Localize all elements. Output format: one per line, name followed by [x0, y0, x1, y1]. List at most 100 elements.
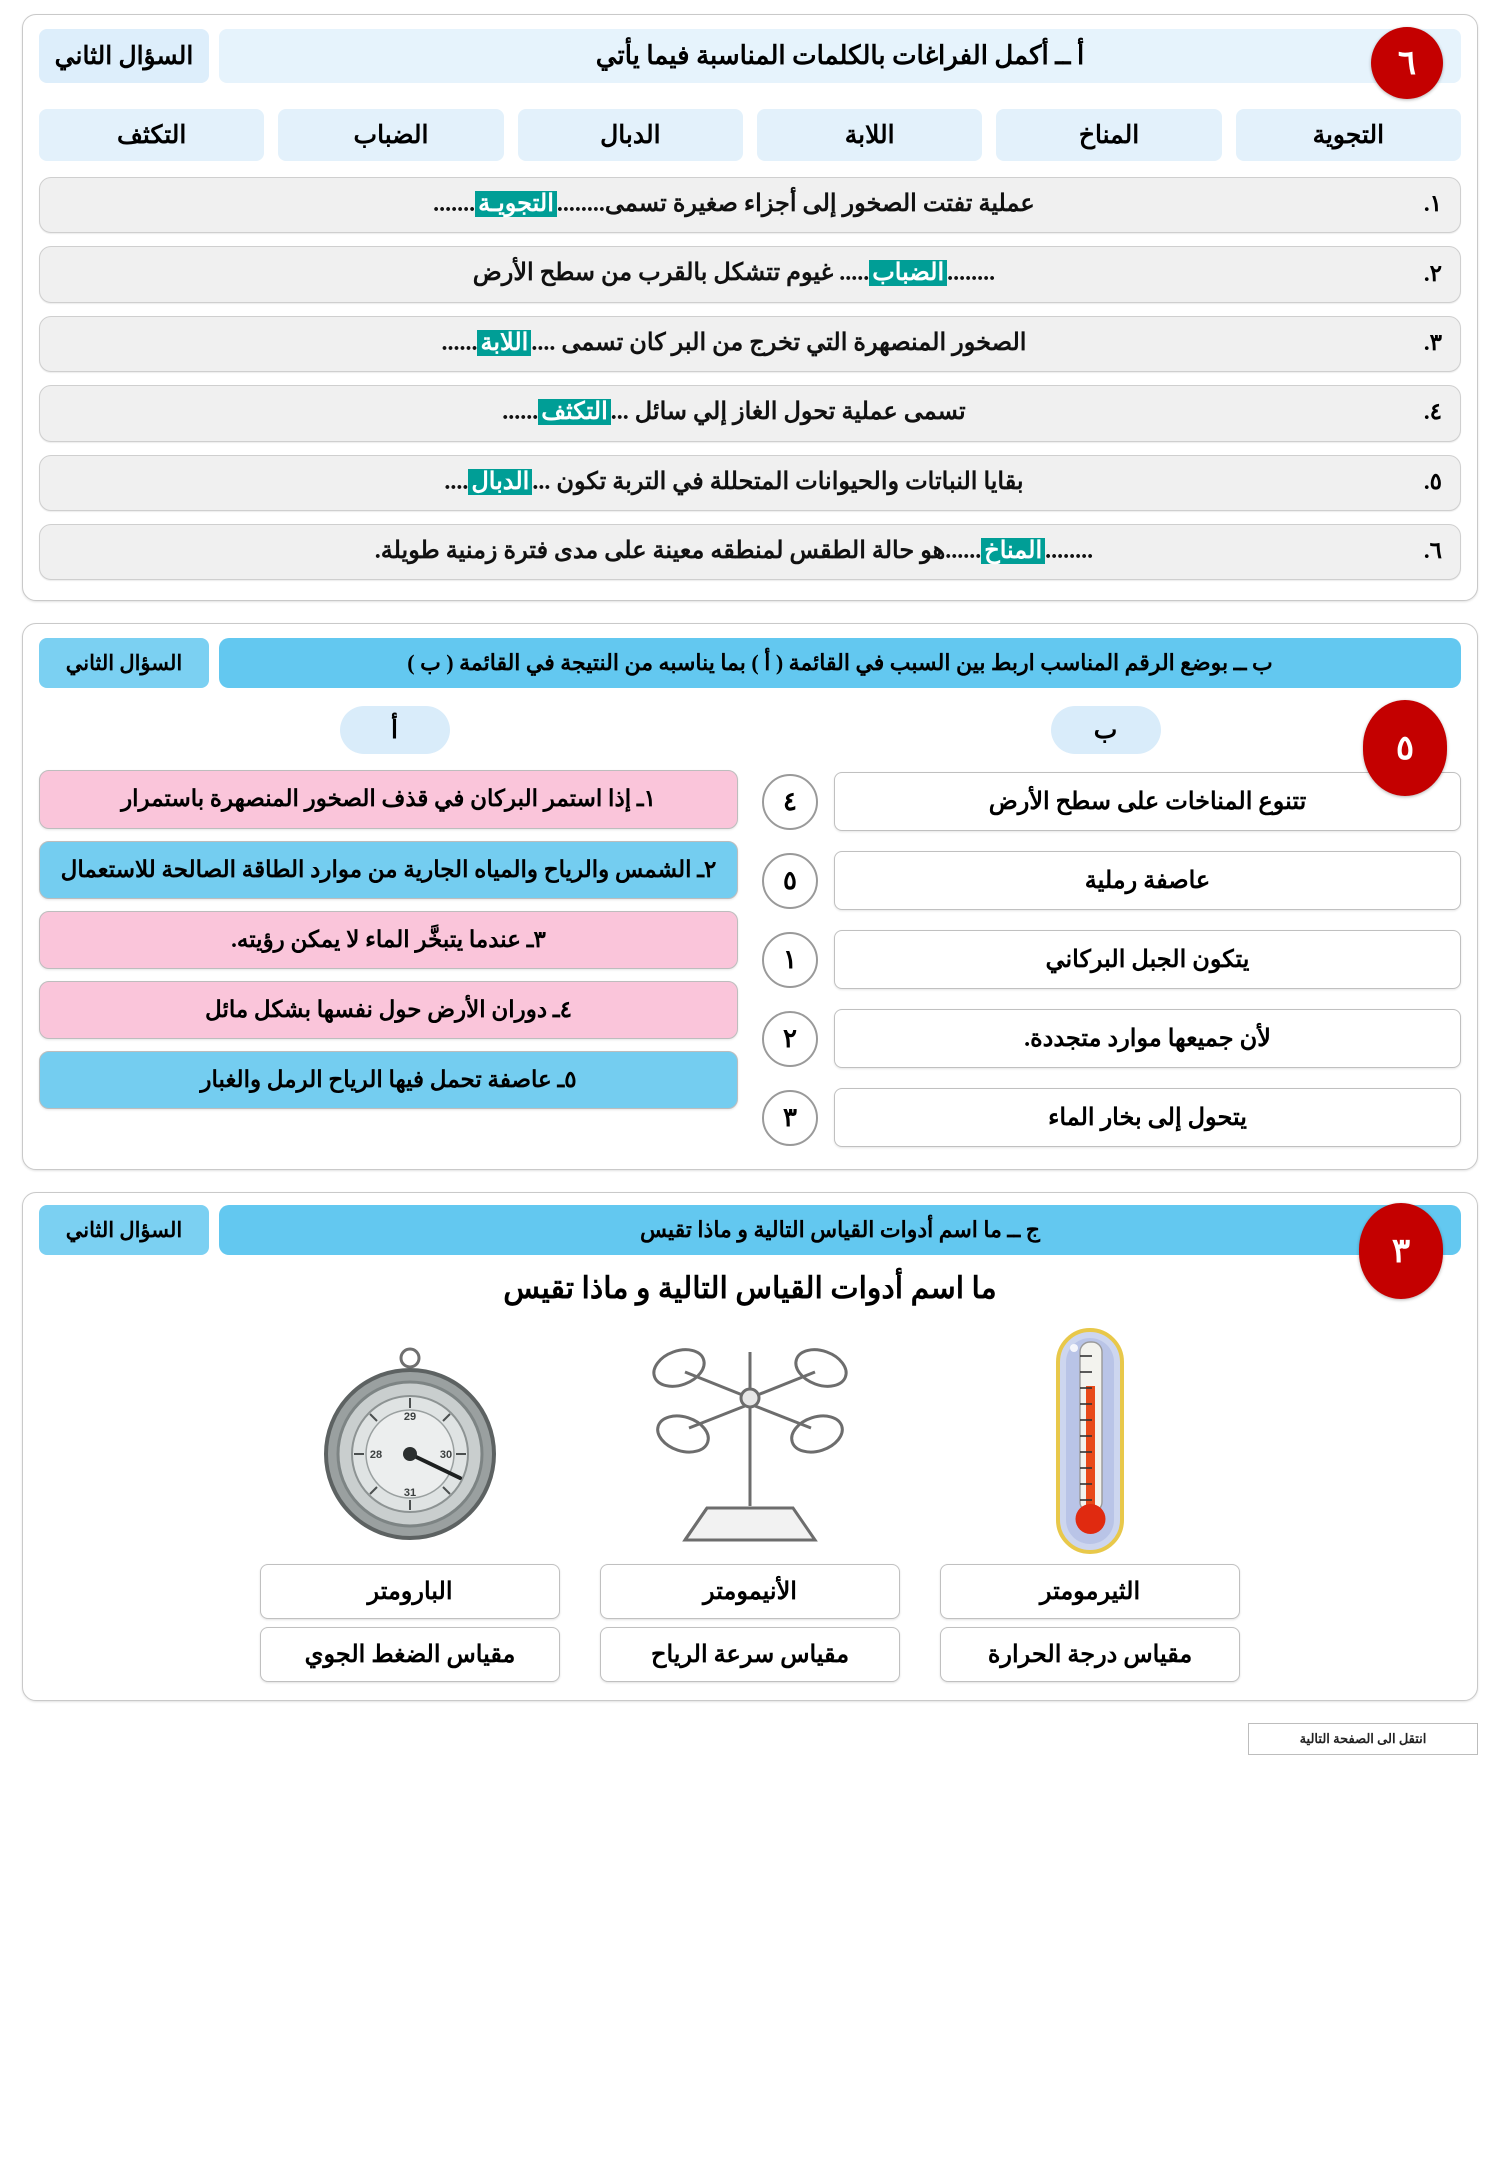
answer-number-circle[interactable]: ١ — [762, 931, 818, 988]
word-chip-6[interactable]: التجوية — [1235, 109, 1461, 161]
item-answer: الضباب — [869, 260, 948, 287]
item-text-after: .... — [444, 468, 469, 495]
blank-item: ٣. الصخور المنصهرة التي تخرج من البر كان… — [39, 315, 1461, 373]
item-number: ٦. — [1423, 538, 1442, 564]
section-fill-blanks: ٦ أ ــ أكمل الفراغات بالكلمات المناسبة ف… — [22, 14, 1478, 602]
item-text: بقايا النباتات والحيوانات المتحللة في ال… — [58, 466, 1410, 498]
section3-subtitle: ما اسم أدوات القياس التالية و ماذا تقيس — [503, 1272, 997, 1306]
instrument-name: البارومتر — [260, 1564, 560, 1620]
barometer-figure: 29 30 31 28 — [260, 1316, 560, 1556]
section3-instruction: ج ــ ما اسم أدوات القياس التالية و ماذا … — [219, 1205, 1461, 1256]
barometer-icon: 29 30 31 28 — [324, 1347, 496, 1541]
anemometer-figure — [600, 1316, 900, 1556]
item-text-before: بقايا النباتات والحيوانات المتحللة في ال… — [532, 468, 1024, 495]
word-chip-2[interactable]: الضباب — [278, 109, 504, 161]
thermometer-figure — [940, 1316, 1240, 1556]
item-number: ٤. — [1423, 399, 1442, 425]
word-chip-5[interactable]: المناخ — [996, 109, 1222, 161]
instrument-measures: مقياس سرعة الرياح — [600, 1627, 900, 1683]
item-text-after: ....... — [433, 191, 476, 217]
item-text-after: ...... — [441, 329, 478, 356]
item-answer: الدبال — [468, 468, 533, 495]
instrument-measures: مقياس الضغط الجوي — [260, 1627, 560, 1683]
blank-statements: ١. عملية تفتت الصخور إلى أجزاء صغيرة تسم… — [39, 177, 1461, 581]
word-chip-3[interactable]: الدبال — [517, 109, 744, 161]
item-text-after: ...... — [502, 399, 539, 426]
column-a-header: أ — [339, 706, 450, 755]
match-column-headers: ٥ ب أ — [39, 700, 1461, 797]
column-b-results: تتنوع المناخات على سطح الأرض ٤ عاصفة رمل… — [762, 770, 1461, 1148]
blank-item: ٦. ........المناخ......هو حالة الطقس لمن… — [39, 523, 1461, 581]
section2-instruction: ب ــ بوضع الرقم المناسب اربط بين السبب ف… — [219, 638, 1461, 689]
answer-number-circle[interactable]: ٥ — [762, 852, 818, 909]
next-page-button[interactable]: انتقل الى الصفحة التالية — [1248, 1723, 1478, 1756]
svg-text:31: 31 — [404, 1487, 416, 1499]
column-b-header-wrap: ٥ ب — [750, 700, 1461, 797]
column-a-causes: ١ـ إذا استمر البركان في قذف الصخور المنص… — [39, 770, 738, 1110]
match-body: تتنوع المناخات على سطح الأرض ٤ عاصفة رمل… — [39, 770, 1461, 1148]
cause-item: ٣ـ عندما يتبخَّر الماء لا يمكن رؤيته. — [39, 910, 738, 969]
instrument-label-group: الأنيمومتر مقياس سرعة الرياح — [600, 1564, 900, 1683]
cause-item: ١ـ إذا استمر البركان في قذف الصخور المنص… — [39, 770, 738, 829]
word-chip-4[interactable]: اللابة — [757, 109, 983, 161]
thermometer-icon — [1056, 1328, 1124, 1555]
item-number: ٣. — [1423, 329, 1442, 355]
word-chip-1[interactable]: التكثف — [39, 109, 265, 161]
worksheet-page: ٦ أ ــ أكمل الفراغات بالكلمات المناسبة ف… — [22, 14, 1478, 1756]
instrument-label-group: البارومتر مقياس الضغط الجوي — [260, 1564, 560, 1683]
item-text: عملية تفتت الصخور إلى أجزاء صغيرة تسمى..… — [58, 188, 1410, 220]
anemometer-icon — [652, 1348, 848, 1542]
item-answer: التجويـة — [475, 191, 557, 217]
cause-item: ٢ـ الشمس والرياح والمياه الجارية من موار… — [39, 840, 738, 899]
blank-item: ٢. ........الضباب..... غيوم تتشكل بالقرب… — [39, 246, 1461, 303]
instrument-measures: مقياس درجة الحرارة — [940, 1627, 1240, 1683]
result-row: عاصفة رملية ٥ — [762, 851, 1461, 911]
svg-text:28: 28 — [370, 1449, 382, 1461]
answer-number-circle[interactable]: ٤ — [762, 773, 818, 830]
score-badge-section3: ٣ — [1359, 1203, 1443, 1300]
column-a-header-wrap: أ — [39, 706, 750, 755]
item-number: ١. — [1423, 191, 1442, 217]
instrument-figures: 29 30 31 28 — [39, 1316, 1461, 1556]
item-text-before: الصخور المنصهرة التي تخرج من البر كان تس… — [531, 329, 1027, 356]
item-text-before: تسمى عملية تحول الغاز إلي سائل ... — [610, 399, 966, 426]
column-b-header: ب — [1050, 706, 1161, 755]
section3-header: ج ــ ما اسم أدوات القياس التالية و ماذا … — [39, 1205, 1461, 1256]
answer-number-circle[interactable]: ٢ — [762, 1010, 818, 1067]
item-number: ٢. — [1423, 260, 1442, 286]
item-text-before: ........ — [1045, 537, 1094, 564]
item-number: ٥. — [1423, 468, 1442, 494]
cause-item: ٥ـ عاصفة تحمل فيها الرياح الرمل والغبار — [39, 1051, 738, 1110]
section2-header: ب ــ بوضع الرقم المناسب اربط بين السبب ف… — [39, 638, 1461, 689]
answer-number-circle[interactable]: ٣ — [762, 1089, 818, 1146]
instrument-label-group: الثيرمومتر مقياس درجة الحرارة — [940, 1564, 1240, 1683]
item-answer: اللابة — [477, 329, 532, 356]
section1-header: أ ــ أكمل الفراغات بالكلمات المناسبة فيم… — [39, 29, 1461, 83]
result-text: تتنوع المناخات على سطح الأرض — [834, 772, 1461, 832]
result-text: يتكون الجبل البركاني — [834, 930, 1461, 990]
blank-item: ٥. بقايا النباتات والحيوانات المتحللة في… — [39, 454, 1461, 511]
item-text-after: ..... غيوم تتشكل بالقرب من سطح الأرض — [472, 260, 870, 287]
item-answer: المناخ — [981, 537, 1046, 564]
result-text: يتحول إلى بخار الماء — [834, 1088, 1461, 1148]
section2-question-label: السؤال الثاني — [39, 638, 209, 689]
item-text: الصخور المنصهرة التي تخرج من البر كان تس… — [58, 327, 1410, 359]
result-row: تتنوع المناخات على سطح الأرض ٤ — [762, 772, 1461, 832]
blank-item: ٤. تسمى عملية تحول الغاز إلي سائل ...الت… — [39, 385, 1461, 442]
score-badge-section2: ٥ — [1363, 700, 1447, 797]
section1-instruction: أ ــ أكمل الفراغات بالكلمات المناسبة فيم… — [219, 29, 1461, 83]
result-row: يتكون الجبل البركاني ١ — [762, 930, 1461, 990]
section-instruments: ج ــ ما اسم أدوات القياس التالية و ماذا … — [22, 1192, 1478, 1702]
result-text: لأن جميعها موارد متجددة. — [834, 1009, 1461, 1069]
item-text-before: ........ — [947, 260, 996, 287]
result-row: لأن جميعها موارد متجددة. ٢ — [762, 1009, 1461, 1069]
cause-item: ٤ـ دوران الأرض حول نفسها بشكل مائل — [39, 980, 738, 1040]
score-badge-section1: ٦ — [1371, 27, 1443, 99]
item-text-before: عملية تفتت الصخور إلى أجزاء صغيرة تسمى..… — [556, 191, 1035, 217]
item-answer: التكثف — [538, 399, 611, 426]
svg-text:30: 30 — [440, 1449, 452, 1461]
instrument-labels: الثيرمومتر مقياس درجة الحرارة الأنيمومتر… — [39, 1564, 1461, 1683]
section-matching: ب ــ بوضع الرقم المناسب اربط بين السبب ف… — [22, 623, 1478, 1171]
section1-question-label: السؤال الثاني — [39, 29, 209, 83]
result-text: عاصفة رملية — [834, 851, 1461, 911]
